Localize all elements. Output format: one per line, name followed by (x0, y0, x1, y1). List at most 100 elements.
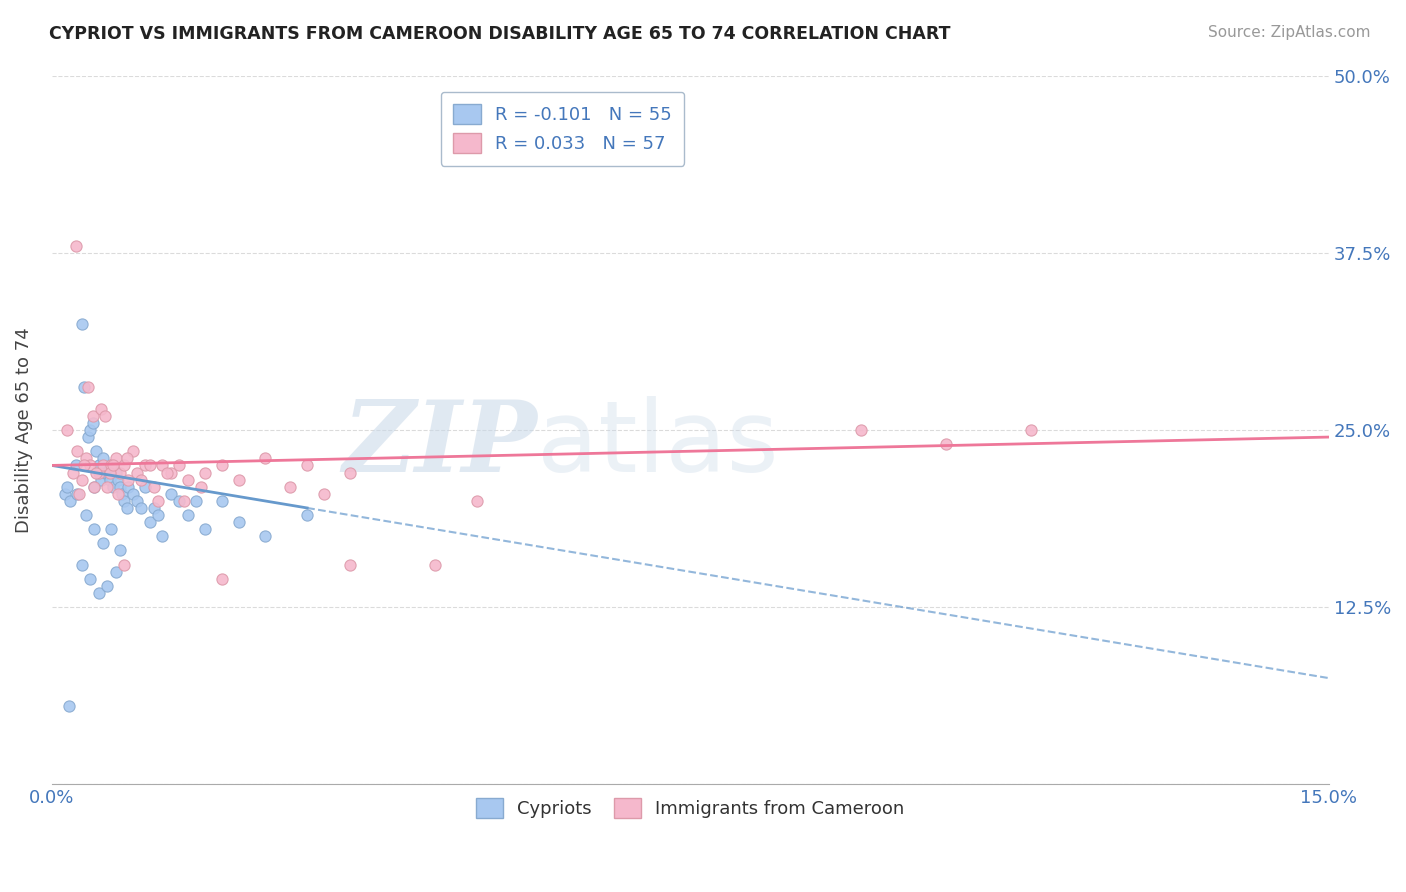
Point (70, 558, 93, 572)
Point (117, 480, 139, 494)
Point (104, 451, 127, 466)
Point (104, 565, 127, 579)
Point (156, 466, 179, 480)
Point (142, 480, 165, 494)
Point (138, 458, 160, 473)
Point (152, 529, 174, 543)
Point (70, 317, 93, 331)
Point (82, 416, 104, 430)
Point (79, 458, 101, 473)
Point (228, 515, 250, 529)
Point (75, 451, 97, 466)
Point (169, 458, 191, 473)
Point (177, 473, 200, 487)
Point (253, 451, 276, 466)
Point (96, 466, 118, 480)
Point (100, 458, 122, 473)
Point (134, 458, 156, 473)
Point (62, 466, 84, 480)
Point (83, 480, 105, 494)
Legend: Cypriots, Immigrants from Cameroon: Cypriots, Immigrants from Cameroon (468, 790, 911, 825)
Point (160, 487, 183, 501)
Point (125, 494, 148, 508)
Point (107, 487, 129, 501)
Point (142, 500, 165, 515)
Point (98, 466, 121, 480)
Point (83, 480, 105, 494)
Point (90, 473, 112, 487)
Point (108, 466, 131, 480)
Point (314, 487, 336, 501)
Point (228, 473, 250, 487)
Point (112, 494, 135, 508)
Point (339, 558, 361, 572)
Text: Source: ZipAtlas.com: Source: ZipAtlas.com (1208, 25, 1371, 40)
Point (194, 466, 217, 480)
Point (82, 409, 104, 423)
Point (339, 466, 361, 480)
Point (93, 409, 115, 423)
Point (65, 458, 87, 473)
Y-axis label: Disability Age 65 to 74: Disability Age 65 to 74 (15, 327, 32, 533)
Point (121, 487, 143, 501)
Point (79, 572, 101, 586)
Point (1019, 423, 1042, 437)
Point (190, 480, 212, 494)
Point (87, 466, 110, 480)
Point (177, 508, 200, 522)
Point (104, 466, 127, 480)
Point (75, 508, 97, 522)
Point (115, 451, 138, 466)
Point (146, 494, 169, 508)
Point (129, 473, 152, 487)
Point (100, 522, 122, 536)
Point (56, 423, 79, 437)
Point (108, 543, 131, 558)
Point (66, 487, 89, 501)
Point (76, 430, 98, 444)
Point (169, 494, 191, 508)
Point (173, 494, 195, 508)
Point (53, 487, 76, 501)
Text: ZIP: ZIP (342, 396, 537, 492)
Point (91, 536, 114, 550)
Point (211, 572, 233, 586)
Text: CYPRIOT VS IMMIGRANTS FROM CAMEROON DISABILITY AGE 65 TO 74 CORRELATION CHART: CYPRIOT VS IMMIGRANTS FROM CAMEROON DISA… (49, 25, 950, 43)
Point (211, 494, 233, 508)
Point (73, 380, 96, 394)
Point (67, 487, 90, 501)
Text: atlas: atlas (537, 396, 779, 492)
Point (121, 444, 143, 458)
Point (65, 238, 87, 252)
Point (194, 522, 217, 536)
Point (112, 458, 135, 473)
Point (101, 480, 124, 494)
Point (138, 515, 160, 529)
Point (295, 508, 318, 522)
Point (108, 480, 131, 494)
Point (70, 473, 93, 487)
Point (115, 500, 138, 515)
Point (146, 508, 169, 522)
Point (98, 473, 121, 487)
Point (295, 458, 318, 473)
Point (91, 458, 114, 473)
Point (76, 380, 98, 394)
Point (96, 579, 118, 593)
Point (211, 458, 233, 473)
Point (83, 522, 105, 536)
Point (58, 699, 80, 714)
Point (125, 466, 148, 480)
Point (110, 487, 132, 501)
Point (66, 444, 89, 458)
Point (56, 480, 79, 494)
Point (935, 437, 957, 451)
Point (112, 558, 135, 572)
Point (59, 494, 82, 508)
Point (134, 480, 156, 494)
Point (91, 451, 114, 466)
Point (79, 423, 101, 437)
Point (87, 586, 110, 600)
Point (117, 473, 139, 487)
Point (84, 466, 107, 480)
